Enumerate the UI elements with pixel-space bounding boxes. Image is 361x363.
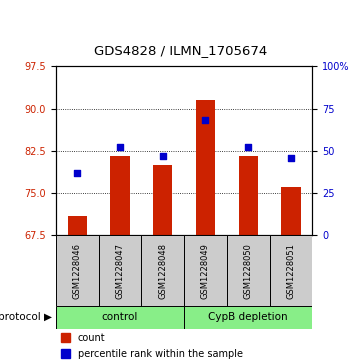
- Bar: [56, 306, 184, 329]
- Bar: [281, 187, 300, 235]
- Text: control: control: [102, 312, 138, 322]
- Text: GSM1228050: GSM1228050: [244, 243, 253, 298]
- Text: count: count: [78, 333, 106, 343]
- Point: [288, 155, 294, 160]
- Bar: [110, 156, 130, 235]
- Point: [117, 144, 123, 150]
- Bar: [61, 350, 70, 358]
- Bar: [239, 156, 258, 235]
- Text: GSM1228047: GSM1228047: [116, 242, 125, 299]
- Bar: [142, 235, 184, 306]
- Bar: [196, 100, 215, 235]
- Bar: [184, 235, 227, 306]
- Bar: [99, 235, 142, 306]
- Bar: [61, 333, 70, 342]
- Bar: [153, 165, 172, 235]
- Text: CypB depletion: CypB depletion: [208, 312, 288, 322]
- Text: GSM1228051: GSM1228051: [286, 243, 295, 298]
- Point: [245, 144, 251, 150]
- Bar: [227, 235, 270, 306]
- Text: percentile rank within the sample: percentile rank within the sample: [78, 349, 243, 359]
- Point: [160, 153, 166, 159]
- Bar: [68, 216, 87, 235]
- Text: GDS4828 / ILMN_1705674: GDS4828 / ILMN_1705674: [94, 44, 267, 57]
- Point: [203, 118, 208, 123]
- Text: protocol ▶: protocol ▶: [0, 312, 52, 322]
- Bar: [184, 306, 312, 329]
- Bar: [56, 235, 99, 306]
- Text: GSM1228049: GSM1228049: [201, 243, 210, 298]
- Text: GSM1228048: GSM1228048: [158, 242, 167, 299]
- Text: GSM1228046: GSM1228046: [73, 242, 82, 299]
- Point: [74, 170, 80, 176]
- Bar: [270, 235, 312, 306]
